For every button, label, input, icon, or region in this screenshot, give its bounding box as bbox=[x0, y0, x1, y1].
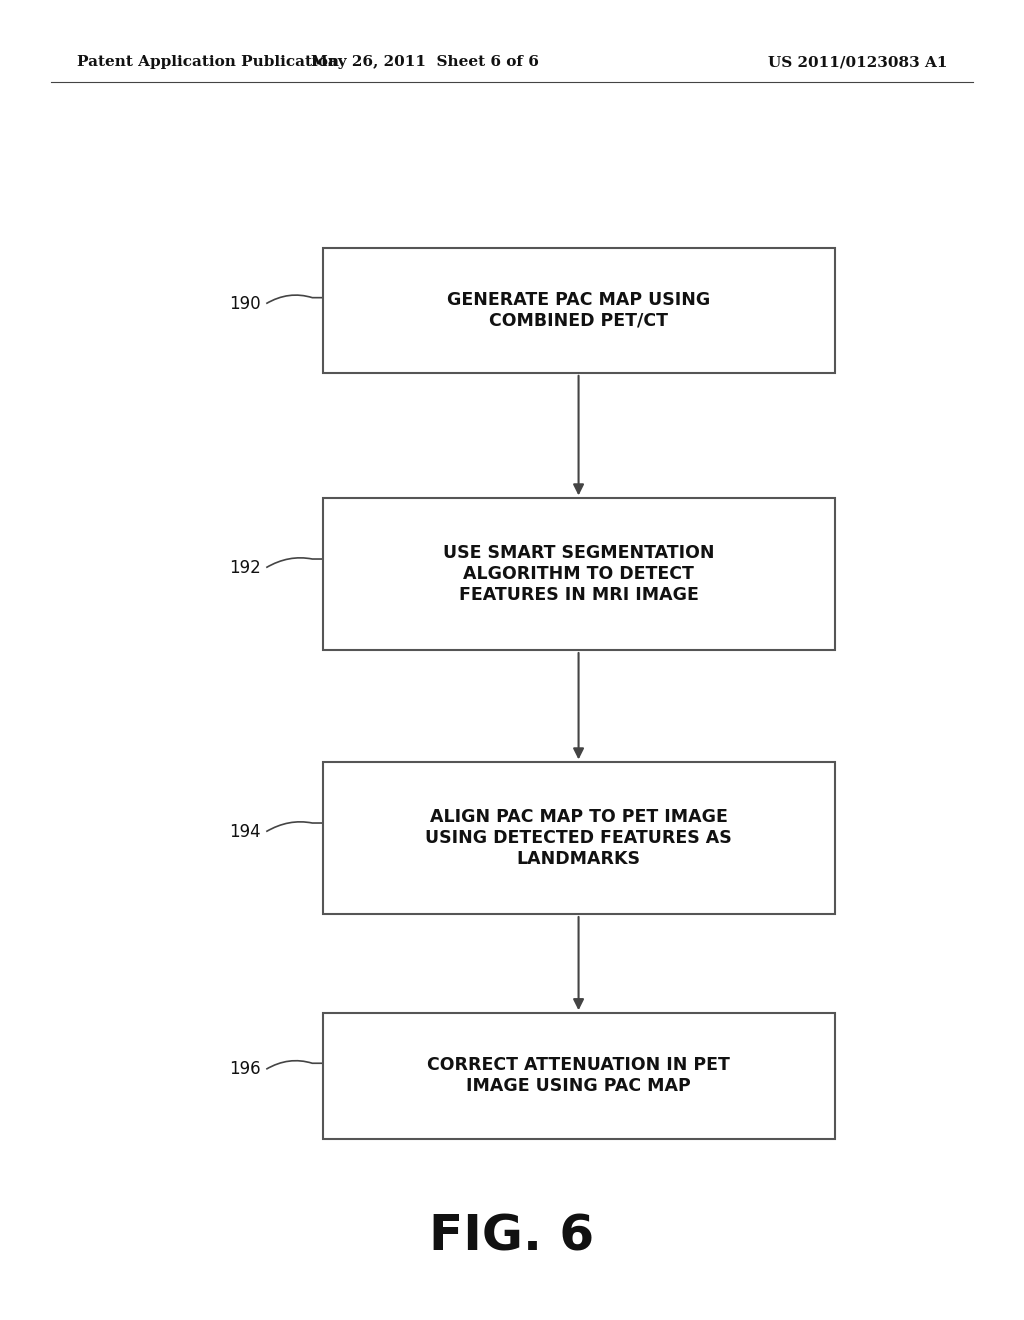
Text: 192: 192 bbox=[229, 558, 261, 577]
Bar bbox=[323, 248, 835, 372]
Text: CORRECT ATTENUATION IN PET
IMAGE USING PAC MAP: CORRECT ATTENUATION IN PET IMAGE USING P… bbox=[427, 1056, 730, 1096]
Text: ALIGN PAC MAP TO PET IMAGE
USING DETECTED FEATURES AS
LANDMARKS: ALIGN PAC MAP TO PET IMAGE USING DETECTE… bbox=[425, 808, 732, 869]
Text: 190: 190 bbox=[229, 294, 261, 313]
Text: May 26, 2011  Sheet 6 of 6: May 26, 2011 Sheet 6 of 6 bbox=[311, 55, 539, 69]
Text: 196: 196 bbox=[229, 1060, 261, 1078]
Text: Patent Application Publication: Patent Application Publication bbox=[77, 55, 339, 69]
Bar bbox=[323, 763, 835, 913]
Text: FIG. 6: FIG. 6 bbox=[429, 1213, 595, 1261]
Text: US 2011/0123083 A1: US 2011/0123083 A1 bbox=[768, 55, 947, 69]
Text: GENERATE PAC MAP USING
COMBINED PET/CT: GENERATE PAC MAP USING COMBINED PET/CT bbox=[446, 290, 711, 330]
Bar bbox=[323, 1014, 835, 1138]
Text: USE SMART SEGMENTATION
ALGORITHM TO DETECT
FEATURES IN MRI IMAGE: USE SMART SEGMENTATION ALGORITHM TO DETE… bbox=[442, 544, 715, 605]
Text: 194: 194 bbox=[229, 822, 261, 841]
Bar bbox=[323, 499, 835, 651]
